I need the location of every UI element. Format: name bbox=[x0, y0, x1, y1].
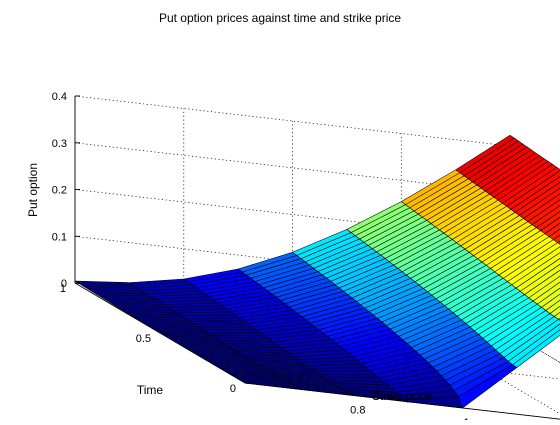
x-tick-label: 0.8 bbox=[350, 405, 365, 417]
y-tick-label: 0.5 bbox=[136, 333, 151, 345]
y-tick-mark bbox=[245, 383, 250, 384]
y-tick-label: 0 bbox=[230, 383, 236, 395]
z-axis-label: Put option bbox=[26, 163, 40, 217]
y-axis-label: Time bbox=[137, 383, 164, 397]
y-tick-label: 1 bbox=[60, 283, 66, 295]
x-axis-label: Strike price bbox=[372, 389, 432, 403]
z-tick-label: 0.3 bbox=[52, 138, 67, 150]
y-tick-mark bbox=[160, 333, 165, 334]
surface-facet bbox=[193, 324, 252, 327]
z-tick-label: 0.2 bbox=[52, 185, 67, 197]
z-tick-label: 0.4 bbox=[52, 91, 67, 103]
surface-mesh bbox=[75, 135, 560, 408]
z-tick-label: 0.1 bbox=[52, 231, 67, 243]
y-tick-mark bbox=[75, 283, 80, 284]
chart-title: Put option prices against time and strik… bbox=[159, 11, 401, 25]
surface-facet bbox=[316, 371, 375, 375]
